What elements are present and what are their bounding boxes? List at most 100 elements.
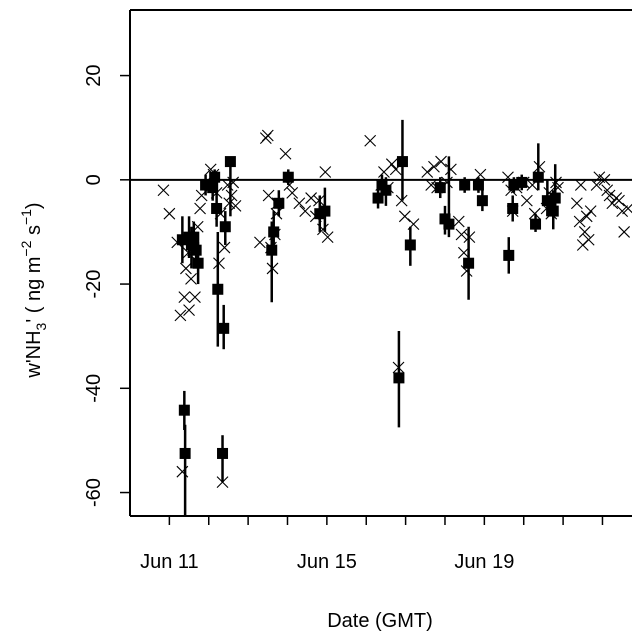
square-point (273, 197, 285, 209)
x-point (254, 236, 266, 249)
x-point (570, 197, 583, 210)
x-point (313, 194, 325, 207)
square-point (472, 179, 484, 191)
y-tick-label: -20 (83, 270, 105, 299)
x-point (266, 262, 279, 275)
x-point (174, 309, 187, 322)
x-point (223, 197, 236, 210)
x-point (319, 166, 332, 178)
x-point (552, 181, 564, 194)
x-point (618, 226, 631, 238)
x-point (364, 134, 377, 147)
square-point (443, 218, 455, 230)
x-point (279, 147, 292, 160)
x-point (395, 194, 408, 207)
x-point (392, 361, 405, 374)
y-label-unit: ' ( ng m (23, 257, 45, 323)
x-point (163, 207, 176, 220)
y-tick-label: 0 (83, 174, 105, 185)
x-point (385, 158, 398, 171)
x-point (582, 233, 595, 246)
x-axis-label: Date (GMT) (327, 610, 433, 632)
y-label-superscript-2: −1 (18, 209, 34, 225)
square-markers (176, 156, 561, 459)
square-point (178, 404, 190, 416)
square-point (396, 156, 408, 168)
x-point (580, 210, 593, 223)
x-point (293, 197, 306, 210)
x-point (463, 231, 476, 244)
x-point (457, 246, 470, 259)
x-point (606, 197, 619, 210)
square-point (372, 192, 384, 204)
y-axis-ticks: -60 -40 -20 0 20 (83, 64, 130, 507)
x-point (183, 304, 195, 317)
square-point (549, 192, 561, 204)
x-point (227, 176, 240, 189)
x-point (590, 179, 603, 191)
x-point (299, 205, 312, 217)
square-point (176, 234, 188, 246)
x-point (218, 241, 231, 254)
x-tick-label: Jun 11 (140, 551, 199, 573)
x-point (221, 179, 234, 191)
x-axis-ticks: Jun 11 Jun 15 Jun 19 (140, 516, 604, 573)
square-point (507, 202, 519, 214)
x-point (270, 207, 283, 220)
x-point (213, 257, 225, 270)
square-point (319, 205, 331, 217)
x-point (428, 160, 440, 173)
square-point (434, 182, 446, 194)
x-point (407, 218, 420, 231)
y-label-prefix: w'NH (23, 330, 45, 378)
x-point (584, 205, 597, 217)
square-point (463, 257, 475, 269)
x-markers (157, 129, 632, 489)
x-point (398, 210, 411, 223)
x-point (157, 184, 170, 197)
x-tick-label: Jun 15 (297, 551, 357, 573)
x-point (194, 202, 206, 215)
y-label-seconds: s (23, 225, 45, 241)
square-point (217, 447, 229, 459)
x-point (435, 155, 447, 168)
x-point (421, 166, 434, 178)
y-label-subscript: 3 (33, 322, 49, 330)
x-point (520, 194, 533, 207)
square-point (219, 221, 231, 233)
square-point (209, 171, 221, 183)
x-point (225, 189, 238, 202)
x-point (455, 228, 468, 241)
x-point (195, 189, 208, 202)
x-point (444, 163, 457, 176)
x-point (176, 465, 189, 478)
square-point (179, 447, 191, 459)
y-label-suffix: ) (23, 202, 45, 209)
x-point (262, 189, 275, 202)
square-point (188, 231, 200, 243)
square-point (532, 171, 544, 183)
x-point (574, 179, 587, 191)
x-point (261, 129, 274, 142)
y-tick-label: 20 (83, 64, 105, 86)
square-point (224, 156, 236, 168)
x-point (616, 205, 629, 217)
y-axis-label: w'NH3' ( ng m−2 s−1) (18, 202, 49, 378)
square-point (282, 171, 294, 183)
square-point (530, 218, 542, 230)
square-point (268, 226, 280, 238)
y-tick-label: -60 (83, 478, 105, 507)
square-point (190, 244, 202, 256)
x-point (180, 262, 192, 275)
square-point (516, 176, 528, 188)
x-tick-label: Jun 19 (454, 551, 514, 573)
square-point (380, 184, 392, 196)
x-point (474, 168, 487, 181)
square-point (211, 202, 223, 214)
x-point (613, 194, 625, 207)
x-point (321, 231, 334, 244)
square-point (212, 283, 224, 295)
x-point (185, 272, 197, 285)
x-point (305, 192, 318, 204)
